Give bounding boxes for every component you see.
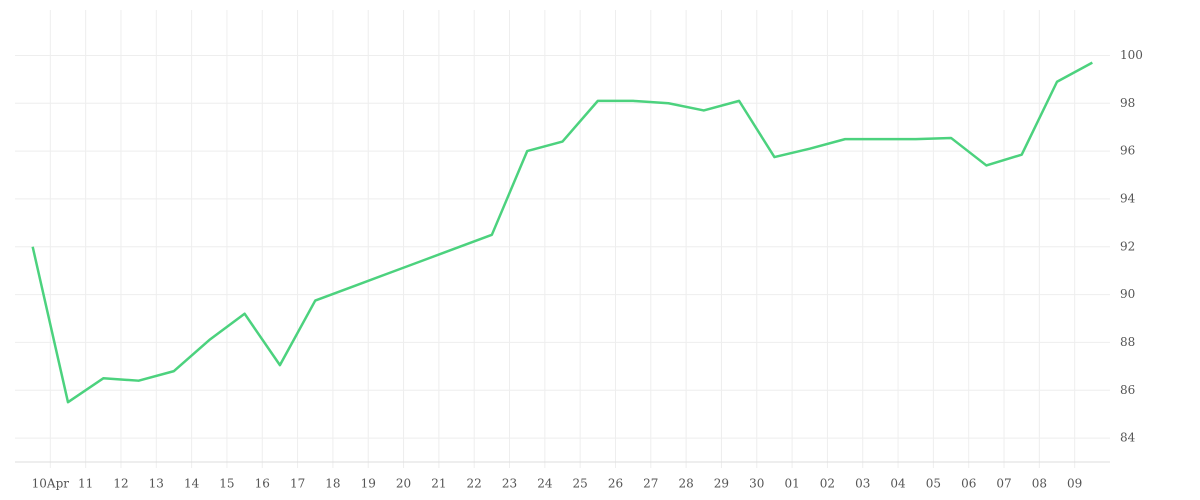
- y-tick-label: 94: [1120, 191, 1136, 205]
- x-tick-label: 05: [926, 477, 941, 491]
- y-tick-label: 92: [1120, 239, 1135, 253]
- y-tick-label: 84: [1120, 431, 1136, 445]
- x-tick-label: 06: [961, 477, 976, 491]
- x-tick-label: 19: [361, 477, 376, 491]
- x-tick-label: 02: [820, 477, 835, 491]
- x-tick-label: 01: [784, 477, 799, 491]
- x-tick-label: 03: [855, 477, 870, 491]
- x-tick-label: 27: [643, 477, 658, 491]
- x-tick-label: 07: [996, 477, 1011, 491]
- data-line: [31, 61, 1093, 404]
- y-tick-label: 96: [1120, 144, 1135, 158]
- y-tick-label: 88: [1120, 335, 1135, 349]
- x-tick-label: 22: [467, 477, 482, 491]
- x-tick-label: 08: [1032, 477, 1047, 491]
- x-tick-label: 15: [219, 477, 234, 491]
- x-tick-label: 10Apr: [32, 477, 70, 491]
- x-tick-label: 04: [890, 477, 906, 491]
- x-tick-label: 09: [1067, 477, 1082, 491]
- x-tick-label: 28: [678, 477, 693, 491]
- x-tick-label: 18: [325, 477, 340, 491]
- x-tick-label: 12: [113, 477, 128, 491]
- x-tick-label: 26: [608, 477, 623, 491]
- y-tick-label: 86: [1120, 383, 1135, 397]
- x-tick-label: 16: [255, 477, 270, 491]
- x-tick-label: 11: [78, 477, 93, 491]
- x-tick-label: 20: [396, 477, 411, 491]
- y-tick-label: 100: [1120, 48, 1143, 62]
- x-tick-label: 30: [749, 477, 764, 491]
- y-tick-label: 98: [1120, 96, 1135, 110]
- x-tick-label: 14: [184, 477, 200, 491]
- x-tick-label: 25: [573, 477, 588, 491]
- x-tick-label: 29: [714, 477, 729, 491]
- x-tick-label: 23: [502, 477, 517, 491]
- x-tick-label: 21: [431, 477, 446, 491]
- x-tick-label: 13: [149, 477, 164, 491]
- x-tick-label: 17: [290, 477, 305, 491]
- y-tick-label: 90: [1120, 287, 1135, 301]
- x-tick-label: 24: [537, 477, 553, 491]
